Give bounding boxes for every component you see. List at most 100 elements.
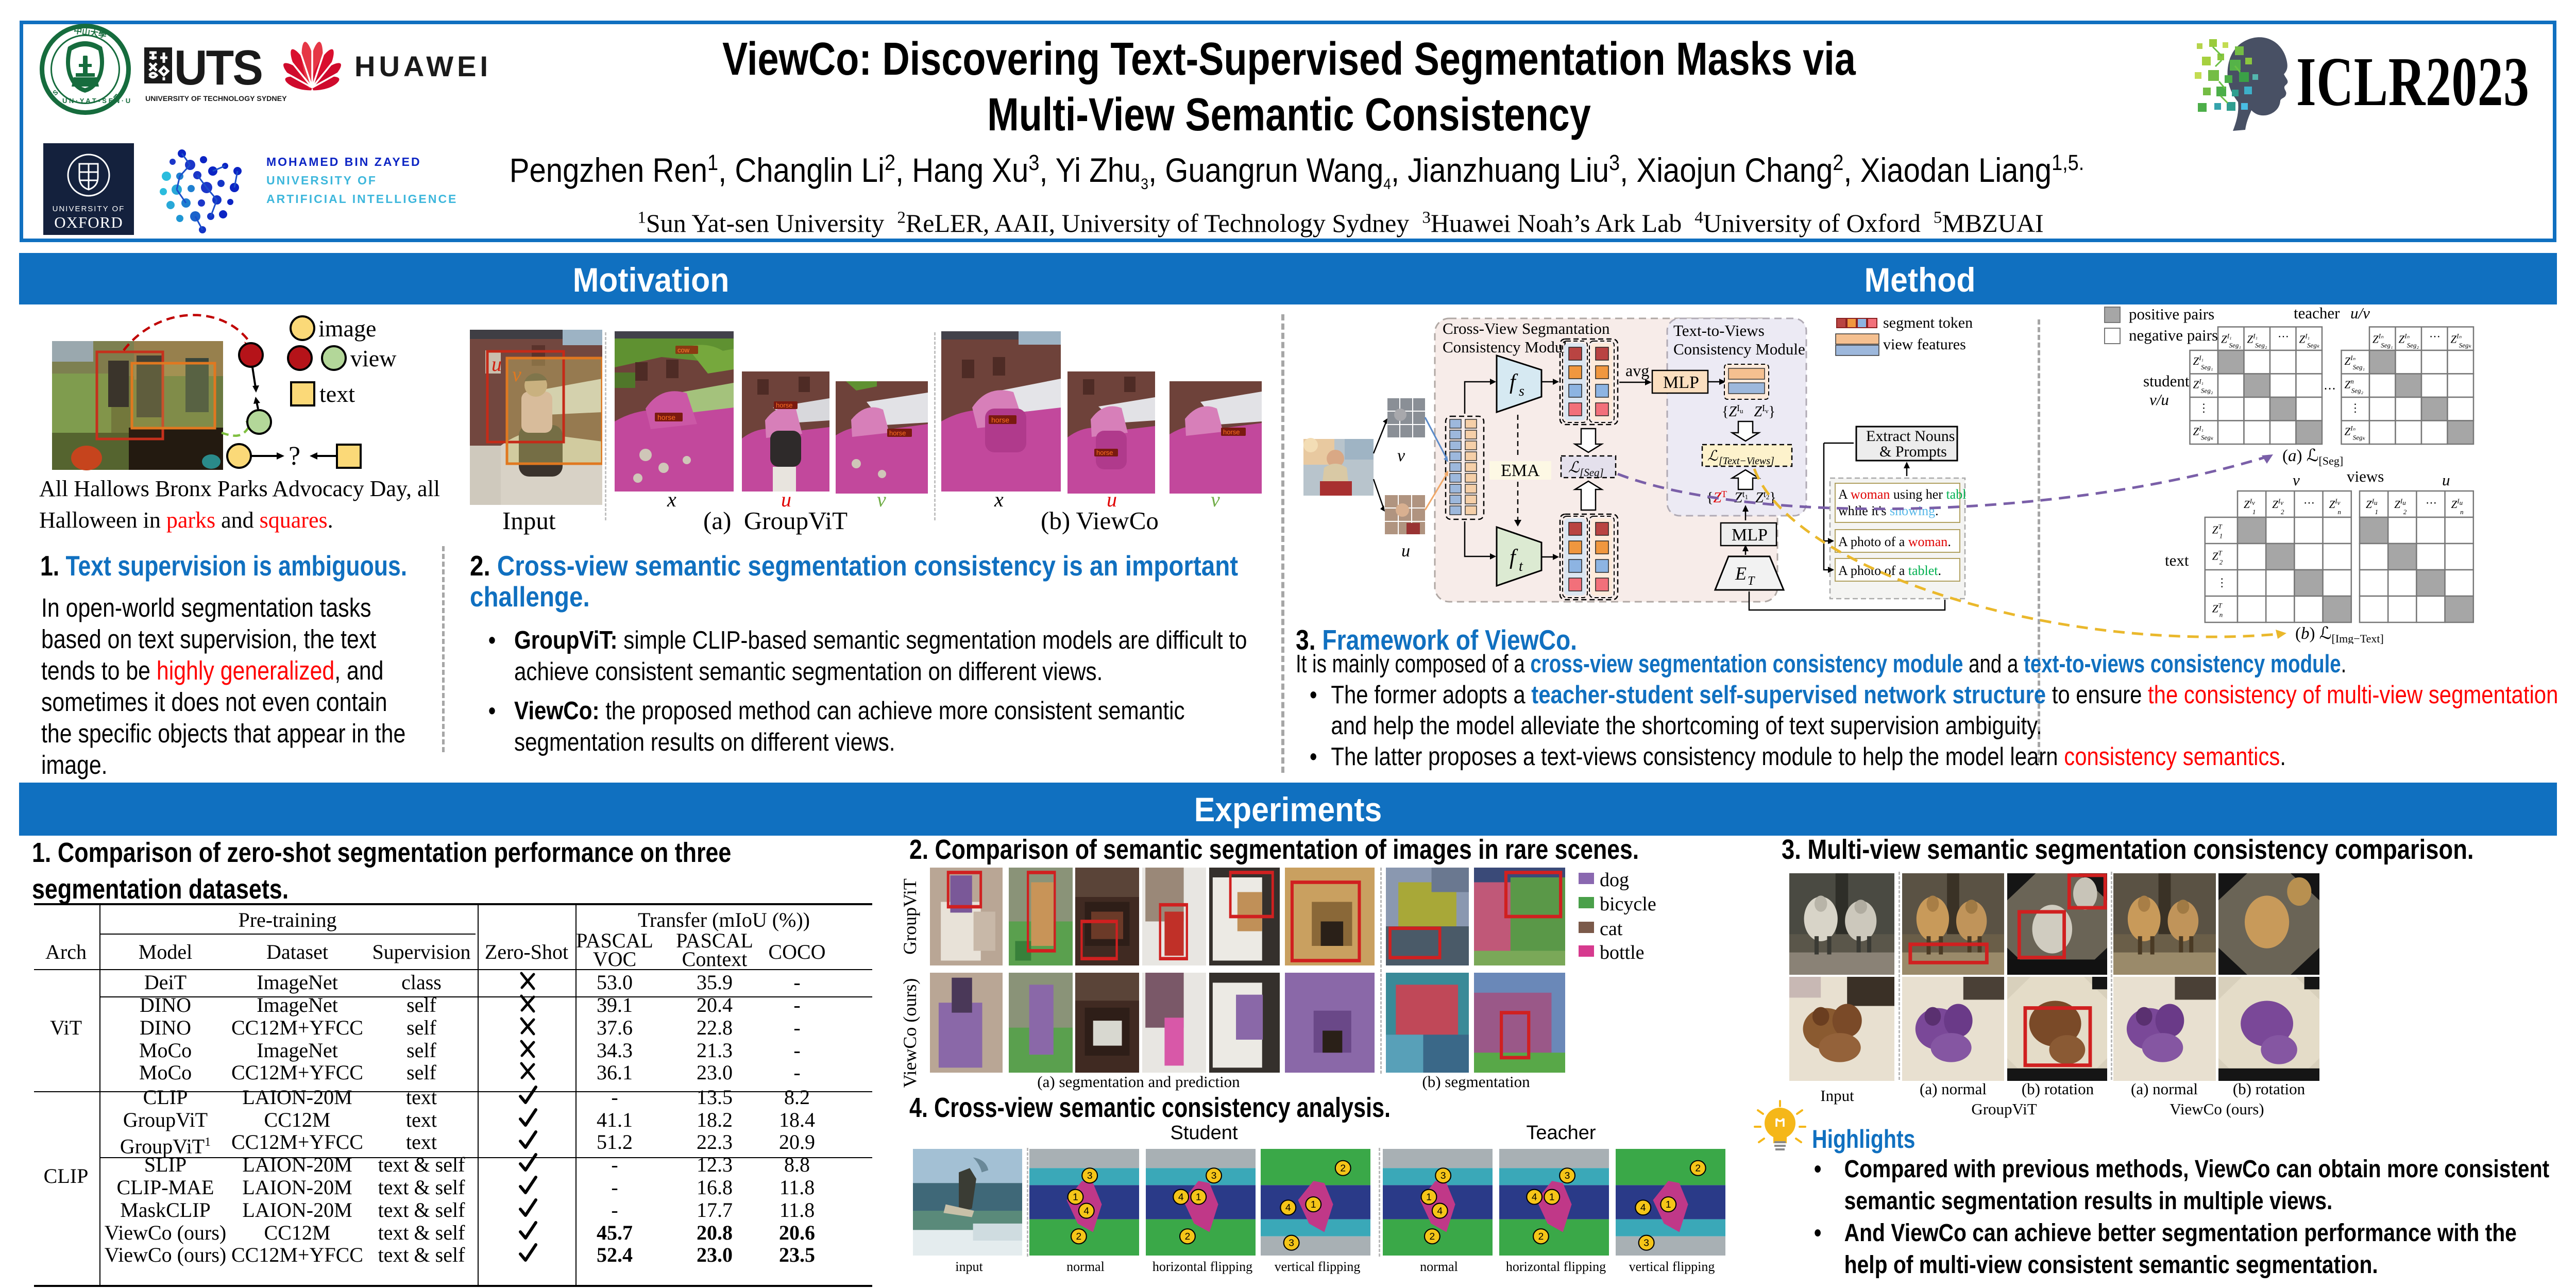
svg-text:views: views	[2347, 467, 2384, 485]
svg-text:u: u	[1401, 541, 1410, 561]
svg-text:3: 3	[1565, 1171, 1570, 1181]
svg-text:1: 1	[1073, 1192, 1078, 1203]
svg-text:horse: horse	[776, 401, 793, 409]
svg-text:2: 2	[1430, 1231, 1435, 1242]
svg-text:⋮: ⋮	[2350, 401, 2361, 414]
svg-text:⋯: ⋯	[2303, 496, 2315, 509]
svg-text:4: 4	[1083, 1206, 1089, 1217]
svg-text:image: image	[318, 315, 376, 342]
svg-text:UNIVERSITY OF: UNIVERSITY OF	[266, 174, 377, 187]
svg-text:u/v: u/v	[2350, 304, 2370, 322]
svg-text:2: 2	[1340, 1163, 1346, 1174]
svg-text:[Seg]: [Seg]	[1580, 466, 1604, 479]
svg-text:Consistency Module: Consistency Module	[1673, 340, 1805, 358]
svg-text:text: text	[319, 381, 355, 407]
svg-text:1: 1	[1426, 1192, 1432, 1203]
svg-text:EMA: EMA	[1501, 461, 1540, 480]
svg-text:UNIVERSITY OF: UNIVERSITY OF	[53, 205, 125, 213]
svg-text:ℒ: ℒ	[1707, 448, 1718, 464]
svg-text:while it's snowing.: while it's snowing.	[1838, 503, 1939, 518]
svg-text:3: 3	[1440, 1171, 1446, 1181]
svg-text:t: t	[1519, 558, 1523, 574]
svg-text:⋯: ⋯	[2324, 382, 2336, 396]
svg-text:4: 4	[1437, 1206, 1443, 1217]
svg-text:2: 2	[1185, 1231, 1191, 1242]
svg-text:text: text	[2165, 551, 2189, 569]
svg-text:HUAWEI: HUAWEI	[354, 50, 492, 82]
svg-text:(b) ℒ[Img−Text]: (b) ℒ[Img−Text]	[2295, 624, 2384, 644]
svg-text:avg: avg	[1625, 361, 1649, 380]
svg-text:(a) ℒ[Seg]: (a) ℒ[Seg]	[2282, 447, 2343, 467]
svg-text:U N · Y A T - S E N · U N I V: U N · Y A T - S E N · U N I V	[62, 97, 131, 105]
svg-text:horse: horse	[889, 429, 906, 437]
svg-text:ZT2: ZT 2	[2212, 549, 2223, 566]
svg-text:1: 1	[1549, 1192, 1555, 1203]
svg-text:4: 4	[1640, 1202, 1646, 1213]
svg-text:1: 1	[1666, 1199, 1671, 1210]
svg-text:ZTn: ZT n	[2212, 602, 2223, 619]
svg-text:A photo of a woman.: A photo of a woman.	[1838, 534, 1951, 549]
svg-text:1: 1	[1196, 1192, 1201, 1203]
svg-text:2: 2	[1076, 1231, 1082, 1242]
svg-text:MOHAMED BIN ZAYED: MOHAMED BIN ZAYED	[266, 155, 421, 168]
svg-text:v: v	[512, 363, 521, 386]
svg-text:A woman using her tabl: A woman using her tabl	[1838, 487, 1966, 502]
svg-text:u: u	[492, 352, 502, 376]
svg-text:3: 3	[1289, 1238, 1294, 1249]
svg-text:4: 4	[1178, 1192, 1184, 1203]
svg-text:ℒ: ℒ	[1568, 459, 1580, 476]
svg-text:v: v	[1397, 446, 1405, 465]
svg-text:v/u: v/u	[2149, 391, 2169, 409]
svg-text:OXFORD: OXFORD	[54, 213, 123, 231]
svg-text:?: ?	[289, 442, 300, 471]
svg-text:⋯: ⋯	[2426, 496, 2437, 509]
svg-text:student: student	[2143, 372, 2190, 390]
svg-text:ICLR2023: ICLR2023	[2296, 43, 2530, 121]
svg-text:1: 1	[1311, 1199, 1316, 1210]
svg-text:Consistency Module: Consistency Module	[1443, 338, 1574, 356]
svg-text:ZT1: ZT 1	[2212, 523, 2223, 540]
svg-text:UNIVERSITY OF TECHNOLOGY SYDNE: UNIVERSITY OF TECHNOLOGY SYDNEY	[145, 95, 287, 103]
svg-text:cow: cow	[677, 346, 690, 354]
svg-text:⋯: ⋯	[2429, 330, 2441, 343]
svg-text:u: u	[2442, 471, 2450, 489]
svg-text:segment token: segment token	[1883, 314, 1973, 331]
svg-text:4: 4	[1532, 1192, 1537, 1203]
svg-text:E: E	[1735, 563, 1747, 584]
svg-text:& Prompts: & Prompts	[1879, 443, 1947, 460]
svg-text:s: s	[1519, 383, 1524, 399]
svg-text:v: v	[2293, 471, 2300, 489]
svg-text:MLP: MLP	[1732, 526, 1768, 545]
svg-text:horse: horse	[991, 416, 1009, 424]
svg-text:ARTIFICIAL INTELLIGENCE: ARTIFICIAL INTELLIGENCE	[266, 192, 457, 206]
svg-text:2: 2	[1695, 1163, 1701, 1174]
svg-text:3: 3	[1087, 1171, 1093, 1181]
svg-text:Cross-View Segmantation: Cross-View Segmantation	[1443, 319, 1610, 337]
svg-text:MLP: MLP	[1663, 373, 1699, 392]
svg-text:positive pairs: positive pairs	[2129, 305, 2214, 323]
svg-text:Extract Nouns: Extract Nouns	[1866, 428, 1955, 445]
svg-text:⋮: ⋮	[2216, 576, 2228, 589]
svg-text:2: 2	[1538, 1231, 1544, 1242]
svg-text:horse: horse	[1096, 449, 1113, 456]
svg-text:teacher: teacher	[2294, 304, 2340, 322]
svg-text:view features: view features	[1883, 336, 1966, 353]
svg-text:4: 4	[1285, 1202, 1291, 1213]
svg-text:horse: horse	[1223, 428, 1240, 436]
svg-text:[Text−Views]: [Text−Views]	[1719, 455, 1774, 467]
svg-text:3: 3	[1211, 1171, 1217, 1181]
